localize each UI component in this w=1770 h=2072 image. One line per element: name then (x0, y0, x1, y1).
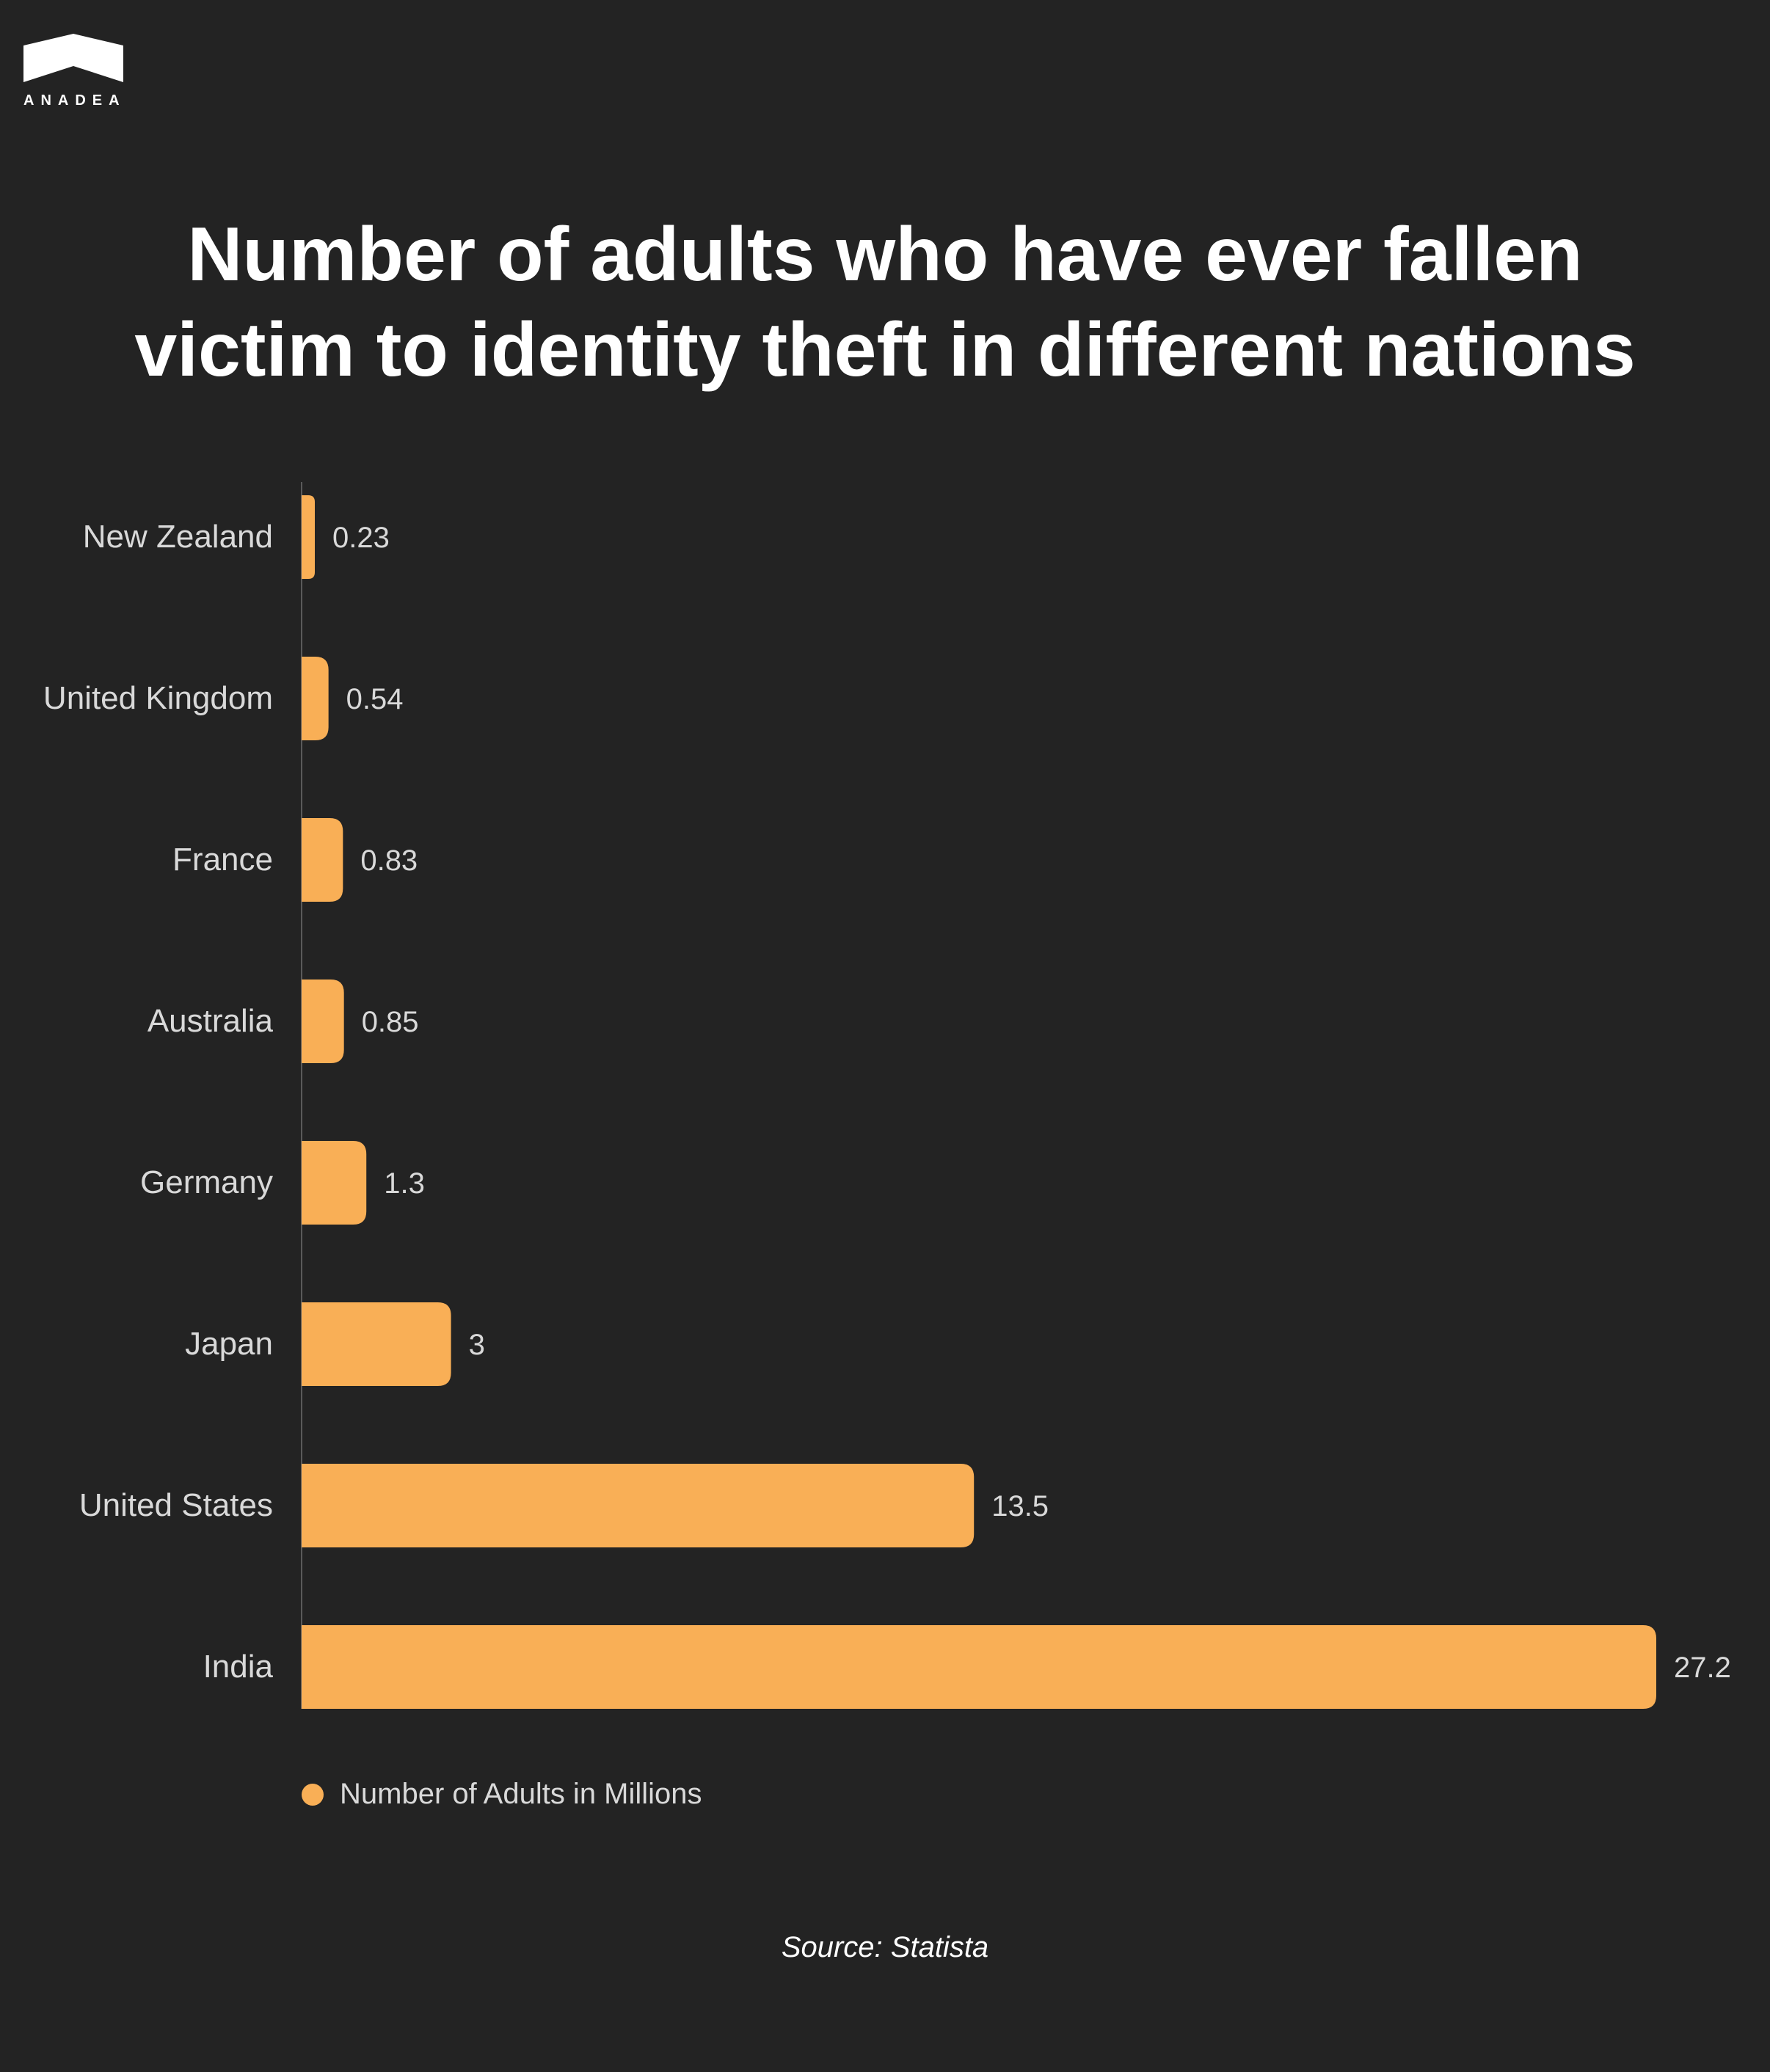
anadea-logo-icon (23, 34, 123, 82)
bar-japan (302, 1302, 451, 1386)
legend-swatch (302, 1783, 324, 1806)
bar-new-zealand (302, 495, 315, 579)
category-label: India (203, 1649, 274, 1685)
value-label: 0.83 (360, 845, 418, 877)
value-label: 0.54 (346, 683, 404, 715)
category-label: Germany (140, 1164, 273, 1200)
bar-india (302, 1625, 1656, 1709)
chart-title-line-1: Number of adults who have ever fallen (187, 212, 1583, 297)
bar-united-kingdom (302, 657, 329, 740)
category-label: France (172, 842, 273, 878)
value-label: 27.2 (1674, 1652, 1731, 1684)
value-label: 0.23 (332, 522, 390, 554)
value-label: 13.5 (991, 1490, 1049, 1522)
bar-chart: New Zealand 0.23 United Kingdom 0.54 France 0… (43, 482, 1731, 1709)
legend-label: Number of Adults in Millions (340, 1778, 702, 1810)
bar-united-states (302, 1464, 975, 1547)
category-label: United Kingdom (43, 680, 273, 716)
bar-australia (302, 980, 344, 1063)
category-label: Japan (185, 1326, 273, 1362)
bar-france (302, 818, 343, 902)
value-label: 1.3 (384, 1167, 425, 1200)
value-label: 3 (469, 1329, 485, 1361)
brand-name: ANADEA (23, 92, 126, 109)
chart-title-line-2: victim to identity theft in different na… (134, 307, 1636, 393)
chart-title: Number of adults who have ever fallen vi… (0, 207, 1770, 398)
bar-germany (302, 1141, 367, 1225)
value-label: 0.85 (362, 1006, 419, 1038)
legend: Number of Adults in Millions (302, 1778, 702, 1811)
category-label: New Zealand (83, 519, 273, 555)
brand-logo: ANADEA (23, 34, 126, 109)
source-note: Source: Statista (781, 1931, 989, 1963)
category-label: United States (79, 1487, 273, 1523)
category-label: Australia (148, 1003, 274, 1039)
